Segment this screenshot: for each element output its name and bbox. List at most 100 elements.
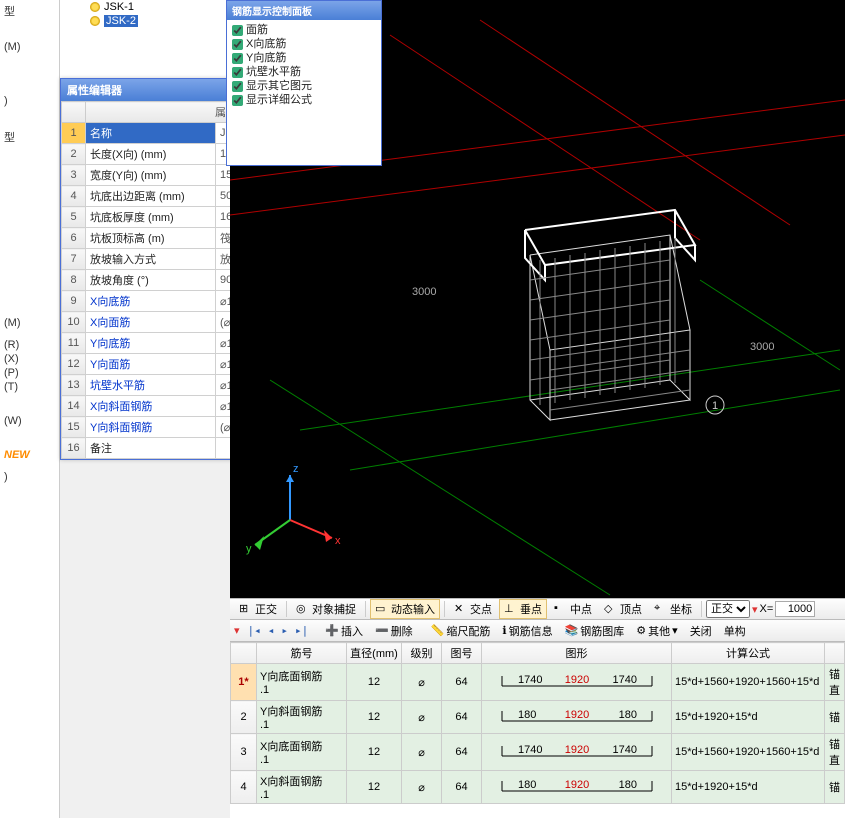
svg-text:1920: 1920 [564, 779, 588, 791]
display-checkbox[interactable] [232, 95, 243, 106]
vertex-icon: ◇ [604, 602, 618, 616]
info-button[interactable]: ℹ钢筋信息 [499, 623, 555, 639]
display-checkbox-row[interactable]: Y向底筋 [232, 51, 376, 65]
display-checkbox[interactable] [232, 39, 243, 50]
rebar-diameter: 12 [347, 701, 402, 734]
svg-text:1: 1 [712, 400, 718, 412]
row-number: 11 [62, 333, 86, 354]
property-key: 放坡输入方式 [86, 249, 216, 270]
scale-button[interactable]: 📏缩尺配筋 [428, 623, 494, 639]
insert-icon: ➕ [325, 624, 339, 637]
snap-coord[interactable]: ⌖坐标 [649, 599, 697, 619]
sidebar-label: (P) [0, 366, 59, 380]
scale-icon: 📏 [431, 624, 445, 637]
delete-button[interactable]: ➖删除 [372, 623, 416, 639]
svg-text:1740: 1740 [518, 744, 542, 756]
svg-text:1740: 1740 [612, 674, 636, 686]
row-number: 8 [62, 270, 86, 291]
osnap-button[interactable]: ◎对象捕捉 [291, 599, 361, 619]
sidebar-label: ) [0, 94, 59, 108]
nav-last-icon[interactable]: ▸| [293, 624, 310, 637]
rebar-end: 锚 [825, 771, 845, 804]
snap-intersect[interactable]: ✕交点 [449, 599, 497, 619]
tree-node[interactable]: JSK-1 [60, 0, 230, 14]
property-key: Y向斜面钢筋 [86, 417, 216, 438]
rebar-row[interactable]: 4 X向斜面钢筋 .1 12 ⌀ 64 1801920180 15*d+1920… [231, 771, 845, 804]
rebar-row[interactable]: 1* Y向底面钢筋 .1 12 ⌀ 64 174019201740 15*d+1… [231, 664, 845, 701]
property-key: 宽度(Y向) (mm) [86, 165, 216, 186]
rebar-diameter: 12 [347, 734, 402, 771]
rebar-level: ⌀ [402, 734, 442, 771]
display-checkbox[interactable] [232, 67, 243, 78]
rebar-formula: 15*d+1560+1920+1560+15*d [672, 664, 825, 701]
row-number: 12 [62, 354, 86, 375]
node-marker: 1 [706, 396, 724, 414]
sidebar-label: (T) [0, 380, 59, 394]
rebar-end: 锚直 [825, 734, 845, 771]
rebar-shape: 174019201740 [482, 664, 672, 701]
svg-text:x: x [335, 535, 341, 547]
rebar-row[interactable]: 3 X向底面钢筋 .1 12 ⌀ 64 174019201740 15*d+15… [231, 734, 845, 771]
close-button[interactable]: 关闭 [687, 623, 715, 639]
display-checkbox-label: 面筋 [246, 23, 268, 37]
dropdown-icon[interactable]: ▾ [234, 624, 240, 637]
display-checkbox-row[interactable]: 显示详细公式 [232, 93, 376, 107]
rebar-name: Y向底面钢筋 .1 [257, 664, 347, 701]
display-checkbox-row[interactable]: X向底筋 [232, 37, 376, 51]
x-coord-input[interactable] [775, 601, 815, 617]
row-number: 2 [62, 144, 86, 165]
sidebar-label: (M) [0, 40, 59, 54]
nav-buttons: |◂ ◂ ▸ ▸| [246, 624, 311, 637]
ortho-select[interactable]: 正交 [706, 600, 750, 618]
display-checkbox-row[interactable]: 坑壁水平筋 [232, 65, 376, 79]
rebar-header [231, 643, 257, 664]
sidebar-label: (X) [0, 352, 59, 366]
other-button[interactable]: ⚙其他▾ [633, 623, 680, 639]
property-key: 坑底出边距离 (mm) [86, 186, 216, 207]
snap-perp[interactable]: ⊥垂点 [499, 599, 547, 619]
rebar-row[interactable]: 2 Y向斜面钢筋 .1 12 ⌀ 64 1801920180 15*d+1920… [231, 701, 845, 734]
row-number: 16 [62, 438, 86, 459]
snap-vertex[interactable]: ◇顶点 [599, 599, 647, 619]
rebar-header: 直径(mm) [347, 643, 402, 664]
delete-icon: ➖ [375, 624, 389, 637]
coord-icon: ⌖ [654, 602, 668, 616]
arrow-down-icon[interactable]: ▾ [752, 603, 758, 616]
tree-node-selected[interactable]: JSK-2 [60, 14, 230, 28]
nav-prev-icon[interactable]: ◂ [266, 624, 277, 637]
display-checkbox-row[interactable]: 面筋 [232, 23, 376, 37]
rebar-name: X向底面钢筋 .1 [257, 734, 347, 771]
rebar-code: 64 [442, 771, 482, 804]
snap-mid[interactable]: ▪中点 [549, 599, 597, 619]
dyn-input-button[interactable]: ▭动态输入 [370, 599, 440, 619]
insert-button[interactable]: ➕插入 [322, 623, 366, 639]
display-checkbox[interactable] [232, 53, 243, 64]
lib-button[interactable]: 📚钢筋图库 [562, 623, 628, 639]
display-panel-title[interactable]: 钢筋显示控制面板 [227, 1, 381, 20]
row-number: 1* [231, 664, 257, 701]
sidebar-label-new: NEW [0, 448, 59, 462]
left-sidebar: 型 (M) ) 型 (M) (R) (X) (P) (T) (W) NEW ) [0, 0, 60, 818]
row-number: 15 [62, 417, 86, 438]
rebar-formula: 15*d+1920+15*d [672, 771, 825, 804]
rebar-header: 计算公式 [672, 643, 825, 664]
display-checkbox[interactable] [232, 25, 243, 36]
rebar-diameter: 12 [347, 664, 402, 701]
row-number: 13 [62, 375, 86, 396]
display-checkbox-row[interactable]: 显示其它图元 [232, 79, 376, 93]
mid-icon: ▪ [554, 602, 568, 616]
nav-first-icon[interactable]: |◂ [246, 624, 263, 637]
ortho-icon: ⊞ [239, 602, 253, 616]
single-button[interactable]: 单构 [721, 623, 749, 639]
ortho-button[interactable]: ⊞正交 [234, 599, 282, 619]
nav-next-icon[interactable]: ▸ [279, 624, 290, 637]
dim-label: 3000 [750, 341, 774, 353]
row-number: 3 [62, 165, 86, 186]
property-key: 坑壁水平筋 [86, 375, 216, 396]
rebar-header [825, 643, 845, 664]
lib-icon: 📚 [565, 624, 579, 637]
rebar-header: 级别 [402, 643, 442, 664]
sidebar-label: 型 [0, 2, 59, 20]
svg-text:z: z [293, 463, 299, 475]
display-checkbox[interactable] [232, 81, 243, 92]
